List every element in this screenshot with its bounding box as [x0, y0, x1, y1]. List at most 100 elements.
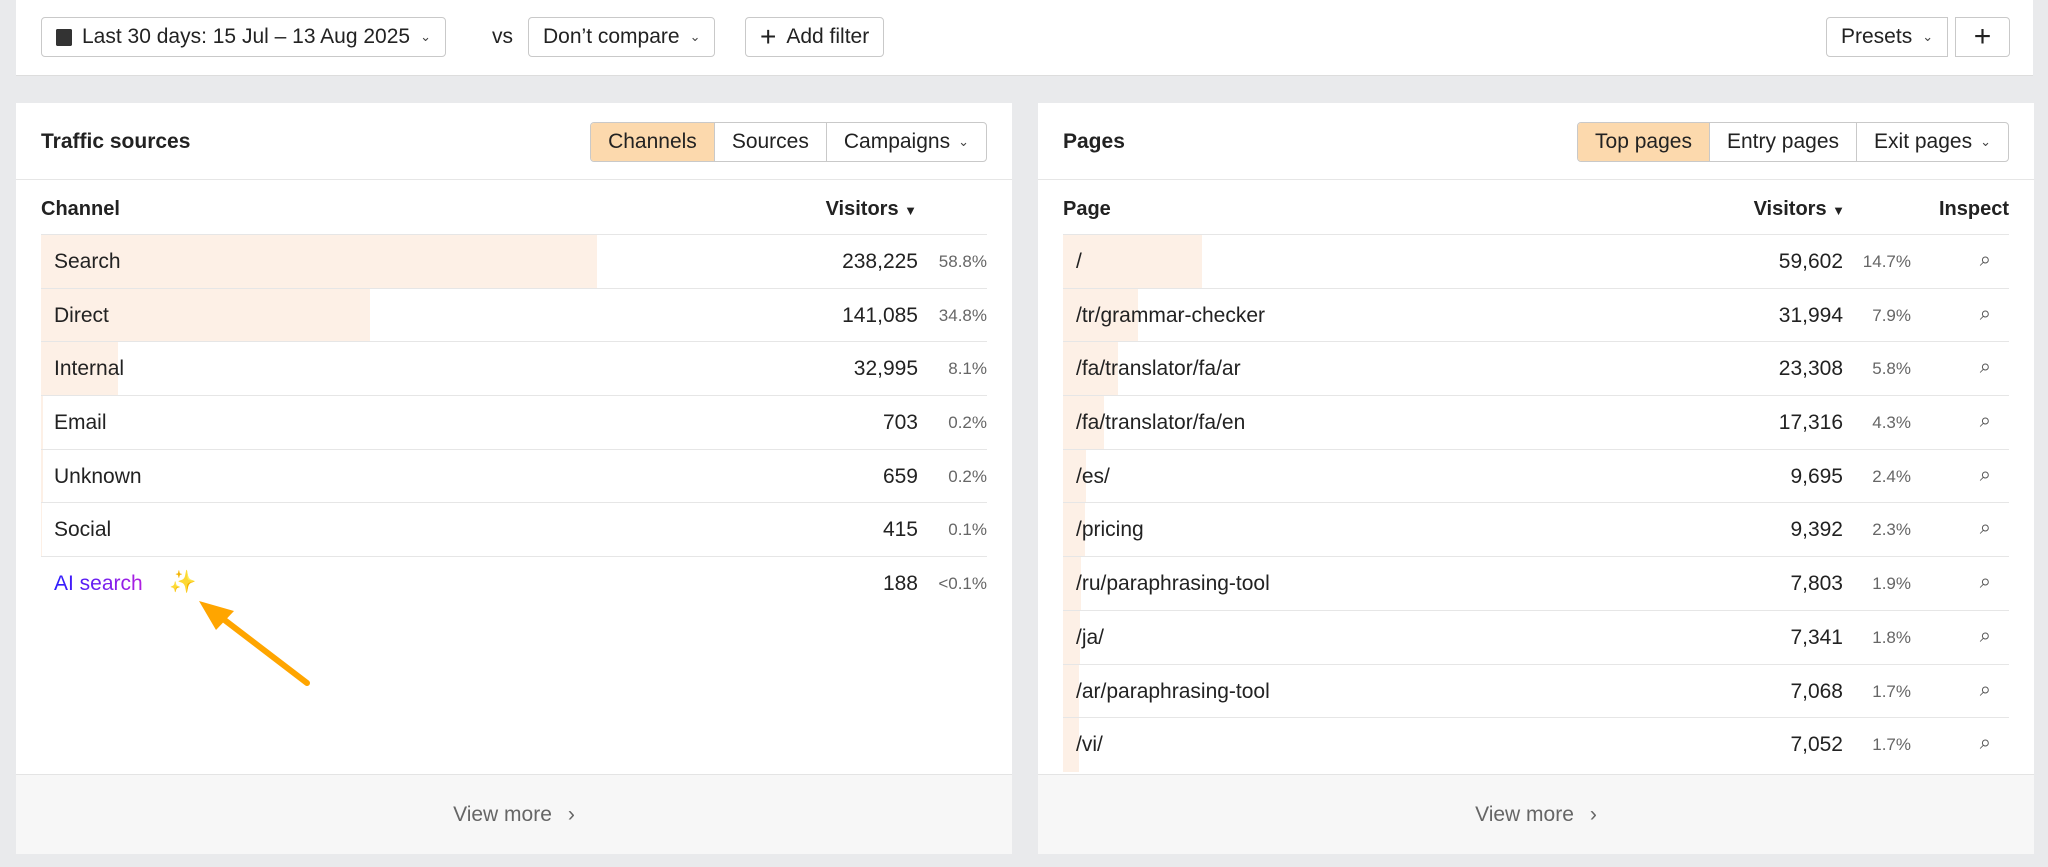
- row-label[interactable]: /ru/paraphrasing-tool: [1076, 572, 1270, 596]
- tab-label: Campaigns: [843, 130, 951, 153]
- search-icon[interactable]: ⌕: [1979, 356, 1991, 379]
- share-bar: [41, 503, 42, 557]
- presets-dropdown[interactable]: Presets ⌄: [1826, 17, 1949, 57]
- tab-label: Exit pages: [1874, 130, 1973, 153]
- share-bar: [1063, 610, 1081, 664]
- percent-value: 14.7%: [1862, 252, 1911, 271]
- date-range-label: Last 30 days: 15 Jul – 13 Aug 2025: [82, 25, 411, 48]
- table-row[interactable]: /fa/translator/fa/en 17,316 4.3% ⌕: [1063, 396, 2009, 450]
- row-label[interactable]: /pricing: [1076, 518, 1144, 542]
- col-visitors-label: Visitors: [1753, 198, 1827, 220]
- visitors-value: 7,803: [1790, 572, 1843, 596]
- visitors-value: 9,695: [1790, 464, 1843, 488]
- row-label[interactable]: /fa/translator/fa/ar: [1076, 357, 1241, 381]
- table-row[interactable]: AI search ✨ 188 <0.1%: [41, 557, 987, 611]
- row-label[interactable]: Unknown: [54, 464, 142, 488]
- table-row[interactable]: Internal 32,995 8.1%: [41, 342, 987, 397]
- search-icon[interactable]: ⌕: [1979, 571, 1991, 594]
- traffic-sources-panel: Traffic sources Channels Sources Campaig…: [16, 103, 1012, 854]
- visitors-value: 188: [882, 572, 918, 596]
- table-row[interactable]: Search 238,225 58.8%: [41, 235, 987, 289]
- col-visitors-label: Visitors: [825, 198, 899, 220]
- chevron-down-icon: ⌄: [958, 134, 969, 149]
- percent-value: 1.9%: [1872, 574, 1911, 594]
- table-row[interactable]: /es/ 9,695 2.4% ⌕: [1063, 449, 2009, 504]
- share-bar: [41, 342, 118, 396]
- visitors-value: 17,316: [1778, 411, 1843, 435]
- search-icon[interactable]: ⌕: [1979, 517, 1991, 540]
- table-row[interactable]: /vi/ 7,052 1.7% ⌕: [1063, 718, 2009, 772]
- percent-value: 58.8%: [938, 252, 987, 271]
- row-label[interactable]: Internal: [54, 357, 125, 381]
- search-icon[interactable]: ⌕: [1979, 249, 1991, 271]
- chevron-down-icon: ⌄: [689, 29, 701, 44]
- visitors-value: 32,995: [853, 357, 918, 381]
- row-label[interactable]: /ja/: [1076, 625, 1105, 649]
- search-icon[interactable]: ⌕: [1979, 463, 1991, 486]
- percent-value: 2.4%: [1872, 466, 1911, 486]
- percent-value: 0.2%: [948, 413, 987, 433]
- add-preset-button[interactable]: +: [1955, 17, 2010, 57]
- row-label[interactable]: Email: [54, 411, 107, 435]
- table-row[interactable]: /tr/grammar-checker 31,994 7.9% ⌕: [1063, 288, 2009, 343]
- percent-value: 8.1%: [948, 359, 987, 379]
- table-row[interactable]: /ja/ 7,341 1.8% ⌕: [1063, 610, 2009, 665]
- tab-channels[interactable]: Channels: [591, 123, 714, 161]
- table-row[interactable]: / 59,602 14.7% ⌕: [1063, 235, 2009, 289]
- row-label[interactable]: /vi/: [1076, 733, 1103, 757]
- table-row[interactable]: /pricing 9,392 2.3% ⌕: [1063, 503, 2009, 558]
- table-row[interactable]: Direct 141,085 34.8%: [41, 288, 987, 343]
- pages-panel: Pages Top pages Entry pages Exit pages ⌄ …: [1038, 103, 2034, 854]
- add-filter-button[interactable]: + Add filter: [745, 17, 885, 57]
- percent-value: 1.8%: [1872, 627, 1911, 647]
- share-bar: [1063, 396, 1104, 449]
- tab-top-pages[interactable]: Top pages: [1578, 123, 1709, 161]
- row-label[interactable]: /es/: [1076, 464, 1110, 488]
- table-row[interactable]: /ru/paraphrasing-tool 7,803 1.9% ⌕: [1063, 557, 2009, 611]
- row-label[interactable]: Direct: [54, 303, 109, 327]
- row-label[interactable]: /: [1076, 250, 1082, 273]
- panel-title: Pages: [1063, 130, 1125, 153]
- visitors-value: 7,341: [1790, 625, 1843, 649]
- row-label[interactable]: /tr/grammar-checker: [1076, 303, 1266, 327]
- view-more-button[interactable]: View more ›: [16, 774, 1012, 854]
- search-icon[interactable]: ⌕: [1979, 624, 1991, 647]
- search-icon[interactable]: ⌕: [1979, 410, 1991, 433]
- search-icon[interactable]: ⌕: [1979, 678, 1991, 701]
- table-row[interactable]: Unknown 659 0.2%: [41, 449, 987, 504]
- percent-value: 2.3%: [1872, 520, 1911, 540]
- share-bar: [1063, 235, 1203, 288]
- tab-entry-pages[interactable]: Entry pages: [1708, 123, 1856, 161]
- visitors-value: 659: [882, 464, 918, 488]
- visitors-value: 415: [882, 518, 918, 542]
- table-row[interactable]: Social 415 0.1%: [41, 503, 987, 558]
- view-more-button[interactable]: View more ›: [1038, 774, 2034, 854]
- table-row[interactable]: Email 703 0.2%: [41, 396, 987, 450]
- col-visitors[interactable]: Visitors ▼: [1754, 198, 1845, 221]
- search-icon[interactable]: ⌕: [1979, 302, 1991, 325]
- filter-bar: Last 30 days: 15 Jul – 13 Aug 2025 ⌄ vs …: [16, 0, 2033, 76]
- visitors-value: 59,602: [1778, 250, 1843, 273]
- row-label[interactable]: Social: [54, 518, 112, 542]
- tab-sources[interactable]: Sources: [713, 123, 826, 161]
- date-range-picker[interactable]: Last 30 days: 15 Jul – 13 Aug 2025 ⌄: [41, 17, 446, 57]
- search-icon[interactable]: ⌕: [1979, 732, 1991, 755]
- vs-label: vs: [492, 25, 513, 48]
- tab-campaigns[interactable]: Campaigns ⌄: [825, 123, 986, 161]
- percent-value: 0.1%: [948, 520, 987, 540]
- chevron-down-icon: ⌄: [1980, 134, 1991, 149]
- row-label[interactable]: /fa/translator/fa/en: [1076, 411, 1246, 435]
- add-filter-label: Add filter: [786, 25, 870, 48]
- table-row[interactable]: /fa/translator/fa/ar 23,308 5.8% ⌕: [1063, 342, 2009, 397]
- share-bar: [41, 235, 598, 288]
- panel-title: Traffic sources: [41, 130, 191, 153]
- table-row[interactable]: /ar/paraphrasing-tool 7,068 1.7% ⌕: [1063, 664, 2009, 719]
- tab-exit-pages[interactable]: Exit pages ⌄: [1856, 123, 2008, 161]
- view-more-label: View more: [453, 802, 552, 826]
- col-visitors[interactable]: Visitors ▼: [826, 198, 917, 221]
- row-label[interactable]: /ar/paraphrasing-tool: [1076, 679, 1270, 703]
- compare-dropdown[interactable]: Don’t compare ⌄: [528, 17, 716, 57]
- row-label[interactable]: AI search: [54, 572, 143, 596]
- row-label[interactable]: Search: [54, 250, 121, 273]
- share-bar: [1063, 664, 1080, 718]
